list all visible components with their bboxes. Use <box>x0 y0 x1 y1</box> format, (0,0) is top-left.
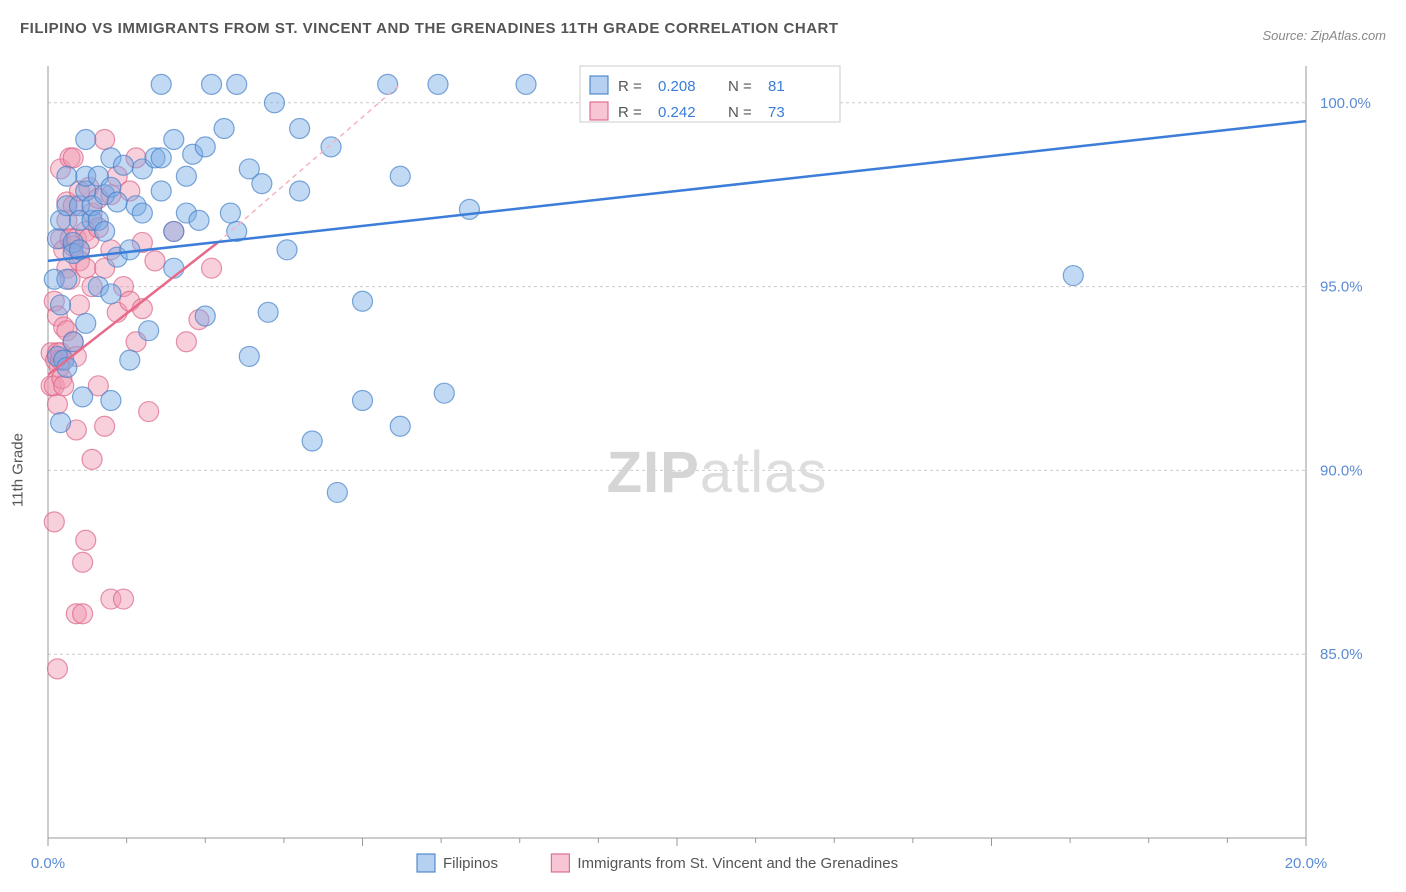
data-point <box>51 413 71 433</box>
data-point <box>57 269 77 289</box>
data-point <box>264 93 284 113</box>
data-point <box>76 530 96 550</box>
chart-title: FILIPINO VS IMMIGRANTS FROM ST. VINCENT … <box>20 20 839 37</box>
legend-swatch <box>417 854 435 872</box>
data-point <box>54 376 74 396</box>
data-point <box>327 482 347 502</box>
data-point <box>321 137 341 157</box>
data-point <box>390 166 410 186</box>
data-point <box>145 251 165 271</box>
data-point <box>290 118 310 138</box>
data-point <box>73 604 93 624</box>
legend-r-value: 0.242 <box>658 104 696 121</box>
data-point <box>51 295 71 315</box>
legend-n-value: 81 <box>768 78 785 95</box>
data-point <box>390 416 410 436</box>
data-point <box>353 291 373 311</box>
legend-r-label: R = <box>618 78 642 95</box>
data-point <box>214 118 234 138</box>
legend-swatch <box>590 76 608 94</box>
data-point <box>227 74 247 94</box>
data-point <box>277 240 297 260</box>
y-tick-label: 95.0% <box>1320 279 1363 296</box>
data-point <box>95 221 115 241</box>
data-point <box>73 387 93 407</box>
data-point <box>69 295 89 315</box>
source-label: Source: ZipAtlas.com <box>1262 28 1386 43</box>
data-point <box>176 332 196 352</box>
data-point <box>151 181 171 201</box>
data-point <box>202 74 222 94</box>
y-tick-label: 100.0% <box>1320 95 1371 112</box>
data-point <box>82 449 102 469</box>
data-point <box>57 166 77 186</box>
data-point <box>139 321 159 341</box>
data-point <box>151 148 171 168</box>
data-point <box>302 431 322 451</box>
watermark: ZIPatlas <box>607 440 828 505</box>
data-point <box>73 552 93 572</box>
legend-r-value: 0.208 <box>658 78 696 95</box>
x-tick-label: 20.0% <box>1285 855 1328 872</box>
scatter-chart: 85.0% 90.0% 95.0% 100.0% 0.0% 20.0% ZIPatlas R … <box>0 48 1406 892</box>
y-tick-label: 85.0% <box>1320 646 1363 663</box>
legend-series-label: Filipinos <box>443 855 498 872</box>
data-point <box>516 74 536 94</box>
data-point <box>202 258 222 278</box>
data-point <box>459 199 479 219</box>
data-point <box>378 74 398 94</box>
data-point <box>220 203 240 223</box>
data-point <box>164 130 184 150</box>
data-point <box>1063 266 1083 286</box>
legend-r-label: R = <box>618 104 642 121</box>
data-point <box>101 391 121 411</box>
x-tick-label: 0.0% <box>31 855 65 872</box>
legend-n-label: N = <box>728 104 752 121</box>
legend-n-value: 73 <box>768 104 785 121</box>
data-point <box>353 391 373 411</box>
data-point <box>101 284 121 304</box>
chart-container: 11th Grade 85.0% 90.0% 95.0% 100.0% 0.0% 20.0… <box>0 48 1406 892</box>
data-point <box>113 155 133 175</box>
trend-line-1 <box>48 121 1306 261</box>
legend-swatch <box>590 102 608 120</box>
data-point <box>47 659 67 679</box>
data-point <box>44 512 64 532</box>
data-point <box>189 210 209 230</box>
data-point <box>428 74 448 94</box>
data-point <box>195 137 215 157</box>
legend-n-label: N = <box>728 78 752 95</box>
data-point <box>434 383 454 403</box>
data-point <box>76 130 96 150</box>
data-point <box>151 74 171 94</box>
data-point <box>164 221 184 241</box>
data-point <box>195 306 215 326</box>
data-point <box>76 313 96 333</box>
y-axis-label: 11th Grade <box>10 433 27 507</box>
data-point <box>107 192 127 212</box>
y-tick-label: 90.0% <box>1320 462 1363 479</box>
legend-swatch <box>551 854 569 872</box>
data-point <box>63 148 83 168</box>
data-point <box>290 181 310 201</box>
data-point <box>95 416 115 436</box>
data-point <box>239 346 259 366</box>
data-point <box>139 402 159 422</box>
data-point <box>120 350 140 370</box>
data-point <box>113 589 133 609</box>
data-point <box>47 394 67 414</box>
data-point <box>95 130 115 150</box>
legend-series-label: Immigrants from St. Vincent and the Gren… <box>577 855 898 872</box>
data-point <box>252 174 272 194</box>
data-point <box>132 203 152 223</box>
data-point <box>176 166 196 186</box>
data-point <box>258 302 278 322</box>
